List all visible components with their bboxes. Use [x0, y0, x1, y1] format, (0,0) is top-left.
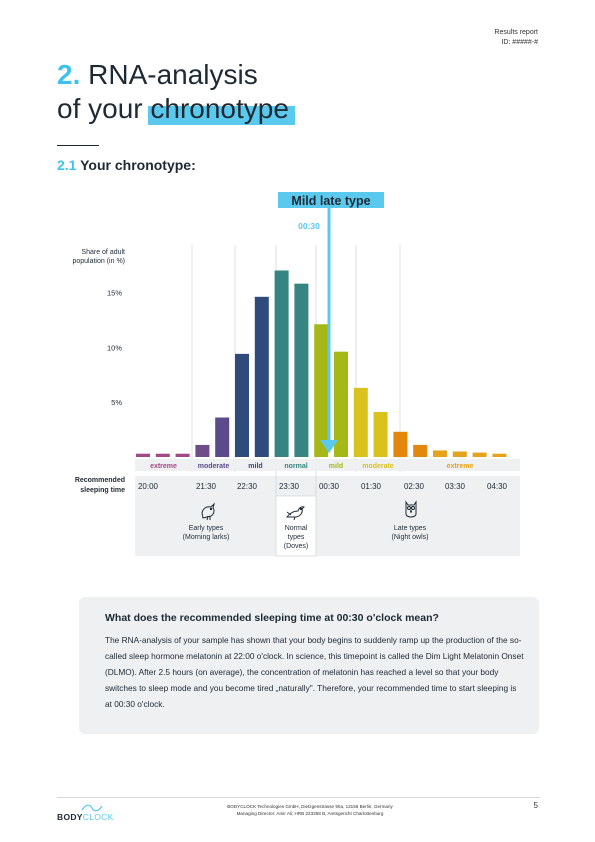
time-tick-label: 21:30 — [196, 482, 217, 491]
bodyclock-logo-icon — [81, 804, 103, 812]
marker-time: 00:30 — [298, 221, 320, 231]
subtitle-number: 2.1 — [57, 157, 77, 173]
category-label: extreme — [150, 463, 177, 470]
title-number: 2. — [57, 59, 81, 90]
time-tick-label: 02:30 — [404, 482, 425, 491]
time-tick-label: 22:30 — [237, 482, 258, 491]
company-info: BODYCLOCK Technologies GmbH, Dietzgenstr… — [180, 803, 440, 817]
bar — [413, 444, 428, 457]
y-axis-label-line2: population (in %) — [72, 258, 125, 265]
bar — [175, 453, 190, 457]
lark-icon — [201, 502, 215, 521]
late-types-label-line1: Late types — [394, 525, 427, 532]
dove-icon — [285, 506, 305, 521]
x-axis-label-line1: Recommended — [75, 477, 125, 484]
category-label: moderate — [362, 463, 394, 470]
owl-icon — [405, 500, 417, 518]
time-tick-labels: 20:00 21:30 22:30 23:30 00:30 01:30 02:30 03:30… — [138, 482, 508, 491]
time-tick-label: 01:30 — [361, 482, 382, 491]
bar — [433, 450, 447, 457]
bar — [334, 351, 348, 457]
footer-divider — [57, 797, 540, 798]
time-tick-label: 00:30 — [319, 482, 340, 491]
report-id: ID: #####-# — [501, 39, 538, 46]
page-title: 2. RNA-analysis of your chronotype — [57, 58, 295, 126]
category-row-background — [135, 459, 520, 471]
bar — [215, 417, 230, 457]
y-tick-label: 5% — [111, 398, 122, 407]
company-line1: BODYCLOCK Technologies GmbH, Dietzgenstr… — [227, 804, 393, 809]
title-line1: RNA-analysis — [88, 59, 258, 90]
bars — [136, 270, 507, 457]
bar — [452, 451, 467, 457]
bar — [472, 452, 487, 457]
category-label: mild — [248, 463, 262, 470]
time-row-background — [135, 476, 520, 496]
late-types-label-line2: (Night owls) — [392, 534, 429, 541]
bar — [254, 296, 269, 457]
bar — [492, 453, 507, 457]
bar — [195, 444, 210, 457]
time-tick-label: 04:30 — [487, 482, 508, 491]
title-divider — [57, 145, 99, 146]
time-tick-label: 03:30 — [445, 482, 466, 491]
brand-bold: BODY — [57, 812, 83, 822]
y-tick-label: 15% — [107, 288, 122, 297]
y-axis-label-line1: Share of adult — [81, 249, 125, 256]
time-tick-label: 20:00 — [138, 482, 159, 491]
category-label: mild — [329, 463, 343, 470]
y-tick-label: 10% — [107, 343, 122, 352]
title-highlight: chronotype — [148, 93, 295, 125]
report-label: Results report — [494, 29, 538, 36]
bar — [294, 283, 309, 457]
info-body: The RNA-analysis of your sample has show… — [105, 635, 524, 709]
chronotype-chart: Share of adult population (in %) 5% 10% 15… — [72, 192, 520, 557]
category-labels: extreme moderate mild normal mild moderate ext… — [135, 459, 520, 471]
page-number: 5 — [533, 801, 538, 810]
bar — [393, 431, 408, 457]
category-label: extreme — [447, 463, 474, 470]
y-tick-labels: 5% 10% 15% — [107, 288, 122, 407]
x-axis-label-line2: sleeping time — [80, 487, 125, 494]
bar — [274, 270, 289, 457]
bar — [136, 453, 150, 457]
marker-label: Mild late type — [291, 194, 370, 208]
company-line2: Managing Director: Amir Ali; HRB 223358 … — [236, 811, 384, 816]
title-line2-prefix: of your — [57, 93, 143, 124]
bar — [353, 387, 368, 457]
bar — [235, 353, 249, 457]
early-types-label-line2: (Morning larks) — [183, 534, 230, 541]
info-box — [79, 597, 539, 734]
normal-types-label-line3: (Doves) — [284, 543, 309, 550]
bar — [314, 324, 329, 457]
brand-logo: BODYCLOCK — [57, 812, 114, 822]
category-label: moderate — [198, 463, 230, 470]
brand-light: CLOCK — [82, 812, 114, 822]
time-tick-label: 23:30 — [279, 482, 300, 491]
normal-types-label-line2: types — [288, 534, 305, 541]
bar — [373, 412, 388, 457]
early-types-label-line1: Early types — [189, 525, 224, 532]
category-label: normal — [284, 463, 307, 470]
bar — [155, 453, 170, 457]
marker: Mild late type 00:30 — [278, 192, 384, 453]
normal-group-box — [275, 495, 317, 557]
info-title: What does the recommended sleeping time … — [105, 612, 439, 624]
marker-label-background — [278, 192, 384, 208]
groups-row-background — [135, 496, 520, 556]
subtitle-text: Your chronotype: — [80, 157, 196, 173]
normal-types-label-line1: Normal — [285, 525, 308, 532]
marker-arrowhead — [320, 440, 338, 453]
section-subtitle: 2.1 Your chronotype: — [57, 157, 196, 173]
report-header: Results report ID: #####-# — [494, 28, 538, 48]
